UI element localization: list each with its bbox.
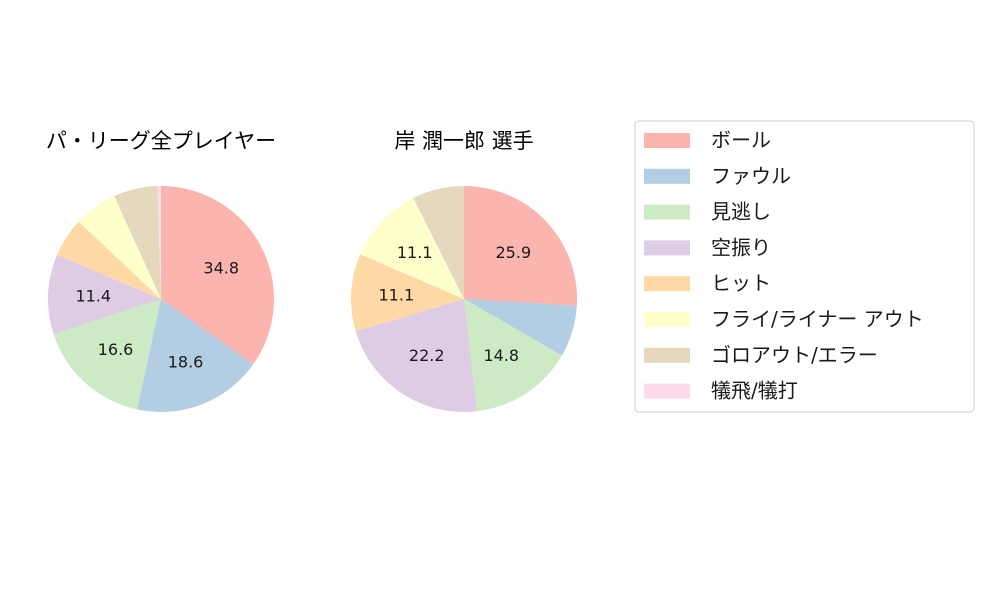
slice-label-fly-liner-out: 11.1: [397, 243, 433, 262]
legend-swatch-fly-liner-out: [644, 312, 690, 327]
pie-title-all-players: パ・リーグ全プレイヤー: [46, 129, 276, 153]
pie-slice-called-strike: [464, 299, 562, 412]
legend-label-grounder-out-error: ゴロアウト/エラー: [711, 343, 878, 367]
slice-label-swinging-strike: 22.2: [409, 346, 445, 365]
slice-label-swinging-strike: 11.4: [75, 287, 111, 306]
legend-swatch-sacrifice: [644, 383, 690, 399]
legend-swatch-grounder-out-error: [644, 347, 690, 363]
legend-swatch-foul: [644, 168, 690, 184]
slice-label-foul: 18.6: [168, 353, 204, 372]
pie-title-player: 岸 潤一郎 選手: [394, 129, 533, 153]
slice-label-hit: 11.1: [379, 286, 415, 305]
slice-label-called-strike: 16.6: [98, 340, 134, 359]
pie-slice-sacrifice: [157, 186, 161, 299]
pie-slice-hit: [350, 254, 464, 332]
pie-slice-grounder-out-error: [413, 186, 464, 299]
pie-slice-called-strike: [53, 299, 162, 410]
pie-slice-fly-liner-out: [360, 198, 464, 299]
pie-slice-grounder-out-error: [114, 186, 161, 299]
pie-slice-ball: [464, 186, 577, 306]
legend-label-ball: ボール: [711, 128, 771, 152]
pie-slice-ball: [161, 186, 274, 365]
pie-slice-fly-liner-out: [78, 196, 161, 299]
pie-slice-swinging-strike: [48, 254, 161, 334]
legend-label-foul: ファウル: [711, 164, 791, 188]
pie-chart-all-players: パ・リーグ全プレイヤー 34.8 18.6 16.6 11.4: [46, 129, 276, 412]
pie-slice-foul: [464, 299, 577, 356]
pie-chart-player: 岸 潤一郎 選手 25.9 14.8 22.2 11.1 11.1: [350, 129, 577, 412]
slice-label-called-strike: 14.8: [483, 346, 519, 365]
legend-label-fly-liner-out: フライ/ライナー アウト: [711, 307, 924, 331]
legend-label-sacrifice: 犠飛/犠打: [711, 379, 798, 403]
pie-slice-hit: [57, 221, 161, 299]
legend-swatch-called-strike: [644, 204, 690, 220]
pie-slice-swinging-strike: [355, 299, 478, 412]
legend-frame: [634, 120, 975, 413]
legend-label-hit: ヒット: [711, 271, 771, 295]
legend-swatch-hit: [644, 276, 690, 292]
legend-label-called-strike: 見逃し: [711, 200, 771, 224]
slice-label-ball: 25.9: [496, 243, 532, 262]
legend-swatch-ball: [644, 133, 690, 148]
pie-slice-foul: [137, 299, 254, 412]
slice-label-ball: 34.8: [203, 258, 239, 277]
legend-label-swinging-strike: 空振り: [711, 235, 771, 259]
legend-swatch-swinging-strike: [644, 240, 690, 256]
